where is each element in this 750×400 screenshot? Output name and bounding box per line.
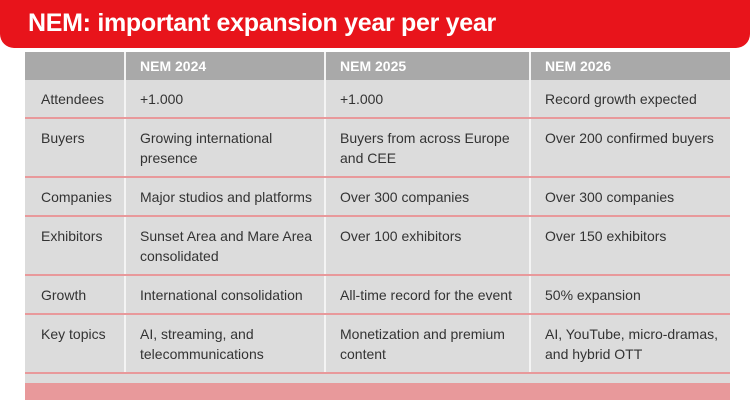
- table-cell: Over 300 companies: [324, 177, 530, 217]
- table-cell: Over 200 confirmed buyers: [529, 118, 730, 178]
- table-cell: International consolidation: [124, 275, 325, 315]
- table-cell: AI, streaming, and telecommunications: [124, 314, 325, 374]
- row-label: Companies: [25, 177, 125, 217]
- table-cell: Buyers from across Europe and CEE: [324, 118, 530, 178]
- row-label: Buyers: [25, 118, 125, 178]
- column-header: NEM 2024: [124, 52, 325, 80]
- table-footer-band: [25, 383, 730, 400]
- table-cell: 50% expansion: [529, 275, 730, 315]
- table-cell: Over 100 exhibitors: [324, 216, 530, 276]
- row-label: Key topics: [25, 314, 125, 374]
- table-row: Exhibitors Sunset Area and Mare Area cons…: [25, 216, 730, 276]
- table-area: NEM 2024 NEM 2025 NEM 2026 Attendees +1.000…: [25, 52, 730, 400]
- column-header: NEM 2026: [529, 52, 730, 80]
- table-cell: +1.000: [124, 80, 325, 119]
- comparison-table: NEM 2024 NEM 2025 NEM 2026 Attendees +1.000…: [25, 52, 730, 374]
- table-row: Attendees +1.000 +1.000 Record growth expec…: [25, 80, 730, 119]
- row-label: Attendees: [25, 80, 125, 119]
- table-cell: Sunset Area and Mare Area consolidated: [124, 216, 325, 276]
- table-cell: +1.000: [324, 80, 530, 119]
- table-cell: All-time record for the event: [324, 275, 530, 315]
- table-cell: Growing international presence: [124, 118, 325, 178]
- table-row: Companies Major studios and platforms Over…: [25, 177, 730, 217]
- table-cell: Record growth expected: [529, 80, 730, 119]
- title: NEM: important expansion year per year: [28, 9, 496, 37]
- row-label: Growth: [25, 275, 125, 315]
- table-row: Growth International consolidation All-tim…: [25, 275, 730, 315]
- row-label: Exhibitors: [25, 216, 125, 276]
- table-cell: Major studios and platforms: [124, 177, 325, 217]
- table-cell: Monetization and premium content: [324, 314, 530, 374]
- table-cell: Over 300 companies: [529, 177, 730, 217]
- table-row: Buyers Growing international presence Buye…: [25, 118, 730, 178]
- corner-cell: [25, 52, 125, 80]
- table-cell: Over 150 exhibitors: [529, 216, 730, 276]
- header-row: NEM 2024 NEM 2025 NEM 2026: [25, 52, 730, 80]
- table-row: Key topics AI, streaming, and telecommuni…: [25, 314, 730, 374]
- title-banner: NEM: important expansion year per year: [0, 0, 750, 48]
- table-cell: AI, YouTube, micro-dramas, and hybrid OT…: [529, 314, 730, 374]
- column-header: NEM 2025: [324, 52, 530, 80]
